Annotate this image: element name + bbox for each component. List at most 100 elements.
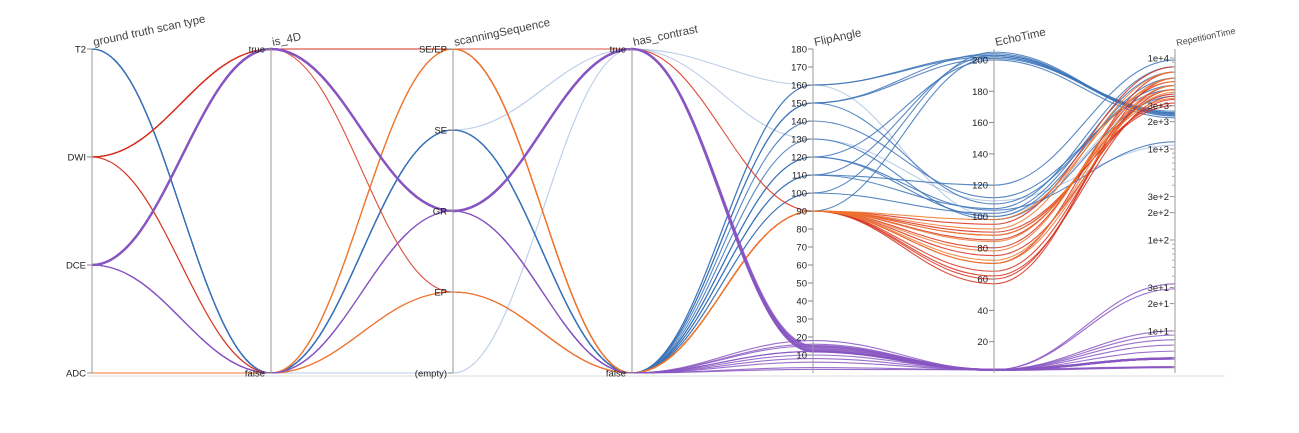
record-line-t2	[91, 48, 1176, 374]
tick-label: false	[606, 369, 626, 380]
tick-label: 1e+2	[1148, 235, 1169, 246]
tick-label: 80	[977, 243, 988, 254]
tick-label: 20	[977, 337, 988, 348]
axis-scanningsequence[interactable]: SE/EP SE GR EP (empty) scanningSequence	[415, 17, 552, 380]
record-line-t2	[91, 48, 1176, 374]
record-line-dwi	[91, 48, 1176, 374]
tick-label: ADC	[66, 369, 86, 380]
record-line-dce	[91, 210, 1176, 374]
tick-label: 180	[791, 45, 807, 56]
record-line-t2	[91, 48, 1176, 374]
tick-label: 1e+1	[1148, 326, 1169, 337]
record-line-dce	[91, 47, 1176, 371]
record-line-t2	[91, 48, 1176, 374]
axis-repetitiontime[interactable]: 1e+4 3e+3 2e+3 1e+3 3e+2 2e+2 1e+2 3e+1 2e+1 1e+1…	[1148, 26, 1237, 373]
record-line-t2	[91, 48, 1176, 374]
axis-is-4d[interactable]: true false is_4D	[245, 31, 302, 379]
record-line-dce	[91, 47, 1176, 371]
record-line-adc	[92, 48, 1176, 374]
record-line-dce	[91, 48, 1176, 374]
record-line-dwi	[91, 48, 1176, 374]
record-line-t2	[91, 48, 1176, 374]
record-line-dce	[91, 210, 1176, 374]
record-line-dwi	[91, 48, 1176, 233]
record-line-adc	[92, 97, 1176, 374]
tick-label: 30	[796, 315, 807, 326]
tick-label: 200	[972, 55, 988, 66]
record-line-adc	[92, 48, 1176, 374]
record-line-dwi	[91, 48, 1176, 374]
tick-label: 10	[796, 351, 807, 362]
record-line-dce	[91, 47, 1176, 371]
tick-label: 3e+2	[1148, 192, 1169, 203]
axis-title: is_4D	[271, 31, 302, 49]
tick-label: (empty)	[415, 369, 447, 380]
record-line-t2	[91, 48, 1176, 374]
tick-label: 90	[796, 207, 807, 218]
record-line-adc	[92, 48, 1176, 374]
record-line-t2	[91, 48, 1176, 374]
axis-title: scanningSequence	[453, 17, 551, 49]
tick-label: 160	[972, 118, 988, 129]
record-line-t2	[91, 48, 1176, 374]
tick-label: 150	[791, 99, 807, 110]
tick-label: 180	[972, 87, 988, 98]
tick-label: 100	[972, 212, 988, 223]
axis-title: FlipAngle	[813, 27, 862, 49]
record-line-adc	[92, 48, 1176, 374]
tick-label: GR	[433, 207, 447, 218]
record-line-dce	[91, 210, 1176, 374]
tick-label: 50	[796, 279, 807, 290]
tick-label: 120	[972, 181, 988, 192]
record-line-dwi	[91, 48, 1176, 374]
axis-title: ground truth scan type	[92, 13, 206, 49]
record-line-dwi	[91, 48, 1176, 374]
tick-label: 2e+2	[1148, 208, 1169, 219]
record-line-dce	[91, 210, 1176, 374]
tick-label: 60	[977, 275, 988, 286]
record-line-t2	[91, 48, 1176, 374]
tick-label: 1e+3	[1148, 144, 1169, 155]
tick-label: 70	[796, 243, 807, 254]
record-line-t2	[91, 48, 1176, 374]
record-line-dwi	[91, 48, 1176, 374]
polylines	[91, 47, 1176, 374]
record-line-t2	[91, 48, 1176, 374]
tick-label: 2e+1	[1148, 299, 1169, 310]
axis-ground-truth-scan-type[interactable]: T2 DWI DCE ADC ground truth scan type	[66, 13, 207, 379]
tick-label: 2e+3	[1148, 117, 1169, 128]
axis-title: has_contrast	[632, 23, 700, 49]
record-line-dce	[91, 47, 1176, 371]
tick-label: SE	[434, 126, 447, 137]
tick-label: 40	[796, 297, 807, 308]
tick-label: 60	[796, 261, 807, 272]
record-line-dce	[91, 48, 1176, 374]
record-line-dwi	[91, 48, 1176, 374]
record-line-t2	[91, 48, 1176, 374]
tick-label: T2	[75, 45, 86, 56]
tick-label: true	[249, 45, 265, 56]
tick-label: false	[245, 369, 265, 380]
tick-label: 170	[791, 63, 807, 74]
record-line-dwi	[91, 48, 1176, 374]
tick-label: 40	[977, 306, 988, 317]
tick-label: 20	[796, 333, 807, 344]
tick-label: 3e+3	[1148, 101, 1169, 112]
record-line-t2	[91, 48, 1176, 374]
record-line-dce	[91, 48, 1176, 374]
tick-label: 160	[791, 81, 807, 92]
record-line-adc	[92, 48, 1176, 374]
record-line-dwi	[91, 48, 1176, 374]
record-line-t2	[91, 48, 1176, 374]
tick-label: 120	[791, 153, 807, 164]
tick-label: DCE	[66, 261, 86, 272]
tick-label: 100	[791, 189, 807, 200]
tick-label: true	[610, 45, 626, 56]
axis-flipangle[interactable]: 10 20 30 40 50 60 70 80 90 100 110 120 130 140 150 160 1…	[791, 27, 863, 373]
record-line-dce	[91, 210, 1176, 374]
tick-label: SE/EP	[419, 45, 447, 56]
record-line-t2	[91, 48, 1176, 374]
record-line-dce	[91, 47, 1176, 371]
axis-title: RepetitionTime	[1175, 26, 1236, 48]
